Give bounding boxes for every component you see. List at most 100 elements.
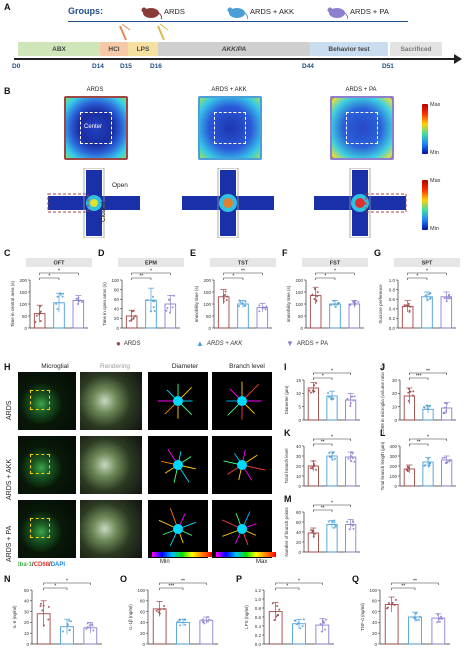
y-tick-label: 10 <box>24 631 30 636</box>
panel-label-e: E <box>190 248 197 258</box>
data-point <box>273 619 276 622</box>
microglia-image-r2-c4 <box>212 436 272 494</box>
panel-header-bg <box>26 258 92 267</box>
timeline-axis <box>14 58 458 60</box>
data-point <box>349 304 352 307</box>
y-tick-label: 100 <box>389 474 397 479</box>
y-tick-label: 50 <box>22 314 28 319</box>
sig-bracket <box>313 443 333 446</box>
y-axis-label: Time in open arms (s) <box>102 282 107 326</box>
data-point <box>326 392 329 395</box>
h-col-microglial: Microglial <box>41 363 69 370</box>
y-tick-label: 0.8 <box>255 606 262 611</box>
microglia-skeleton <box>223 449 266 481</box>
y-tick-label: 0 <box>24 326 27 331</box>
sig-label: * <box>286 584 288 590</box>
sig-bracket <box>391 582 439 585</box>
y-tick-label: 0 <box>116 326 119 331</box>
data-point <box>243 304 246 307</box>
h-scale-max: Max <box>256 559 268 565</box>
y-tick-label: 0 <box>298 418 301 423</box>
y-tick-label: 0 <box>298 550 301 555</box>
groups-title: Groups: <box>68 6 103 16</box>
data-point <box>77 296 80 299</box>
chart-group-0: 0 50 100 150 200 Time in central area (s) * * OF… <box>10 258 92 331</box>
data-point <box>130 310 133 313</box>
b-col-ards: ARDS <box>86 87 104 93</box>
data-point <box>349 404 352 407</box>
legend-marker-down-triangle-icon: ▼ <box>286 339 294 348</box>
data-point <box>353 395 356 398</box>
legend-marker-circle-icon: ● <box>116 339 121 348</box>
legend-akk: ▲ ARDS + AKK <box>196 339 243 348</box>
data-point <box>429 297 432 300</box>
data-point <box>293 619 296 622</box>
data-point <box>409 305 412 308</box>
data-point <box>406 470 409 473</box>
data-point <box>423 464 426 467</box>
data-point <box>407 387 410 390</box>
microglia-image-r1-c4 <box>212 372 272 430</box>
data-point <box>313 464 316 467</box>
data-point <box>168 311 171 314</box>
y-tick-label: 50 <box>298 314 304 319</box>
data-point <box>271 602 274 605</box>
y-tick-label: 60 <box>114 297 120 302</box>
y-tick-label: 150 <box>203 290 211 295</box>
colorbar-epm <box>422 180 428 230</box>
panel-header-title: OFT <box>54 261 66 267</box>
y-tick-label: 10 <box>392 404 398 409</box>
microglia-image-r1-c3 <box>148 372 208 430</box>
panel-header-bg <box>210 258 276 267</box>
data-point <box>302 618 305 621</box>
data-point <box>277 614 280 617</box>
y-tick-label: 80 <box>372 599 378 604</box>
panel-label-d: D <box>98 248 105 258</box>
data-point <box>353 460 356 463</box>
sig-label: ** <box>413 579 417 585</box>
panel-label-k: K <box>284 428 291 438</box>
data-point <box>315 468 318 471</box>
y-axis-label: Total branch level <box>284 448 289 483</box>
data-point <box>153 300 156 303</box>
mouse-icon-akk <box>227 7 248 20</box>
sig-label: ** <box>426 369 430 375</box>
data-point <box>86 625 89 628</box>
data-point <box>35 314 38 317</box>
data-point <box>351 524 354 527</box>
stain-label: Iba-1/CD68/DAPI <box>18 562 66 568</box>
data-point <box>408 310 411 313</box>
sig-bracket <box>315 277 336 280</box>
oft-heatmap-pa <box>330 96 394 160</box>
data-point <box>39 310 42 313</box>
h-row-akk: ARDS + AKK <box>6 458 13 500</box>
data-point <box>311 467 314 470</box>
data-point <box>308 389 311 392</box>
data-point <box>313 288 316 291</box>
data-point <box>440 615 443 618</box>
data-point <box>332 451 335 454</box>
data-point <box>47 605 50 608</box>
data-point <box>357 300 360 303</box>
y-tick-label: 200 <box>19 278 27 283</box>
data-point <box>444 461 447 464</box>
data-point <box>412 390 415 393</box>
data-point <box>406 466 409 469</box>
chart-group-3: 0 50 100 150 200 Immobility time (s) * * FST <box>286 258 368 331</box>
sig-bracket <box>313 438 351 441</box>
data-point <box>447 294 450 297</box>
legend-ards: ● ARDS <box>116 339 141 348</box>
data-point <box>351 452 354 455</box>
data-point <box>406 468 409 471</box>
timeline-seg-hcl: HCl <box>100 42 128 56</box>
microglia-skeleton <box>221 511 257 546</box>
y-axis-label: IL-1β (ng/ml) <box>128 604 133 630</box>
y-axis-label: Immobility time (s) <box>194 285 199 322</box>
chart-group-4: 0.0 0.2 0.4 0.6 0.8 1.0 Sucrose preference * * SP… <box>378 258 460 331</box>
data-point <box>34 321 37 323</box>
panel-label-m: M <box>284 494 292 504</box>
data-point <box>202 620 205 623</box>
